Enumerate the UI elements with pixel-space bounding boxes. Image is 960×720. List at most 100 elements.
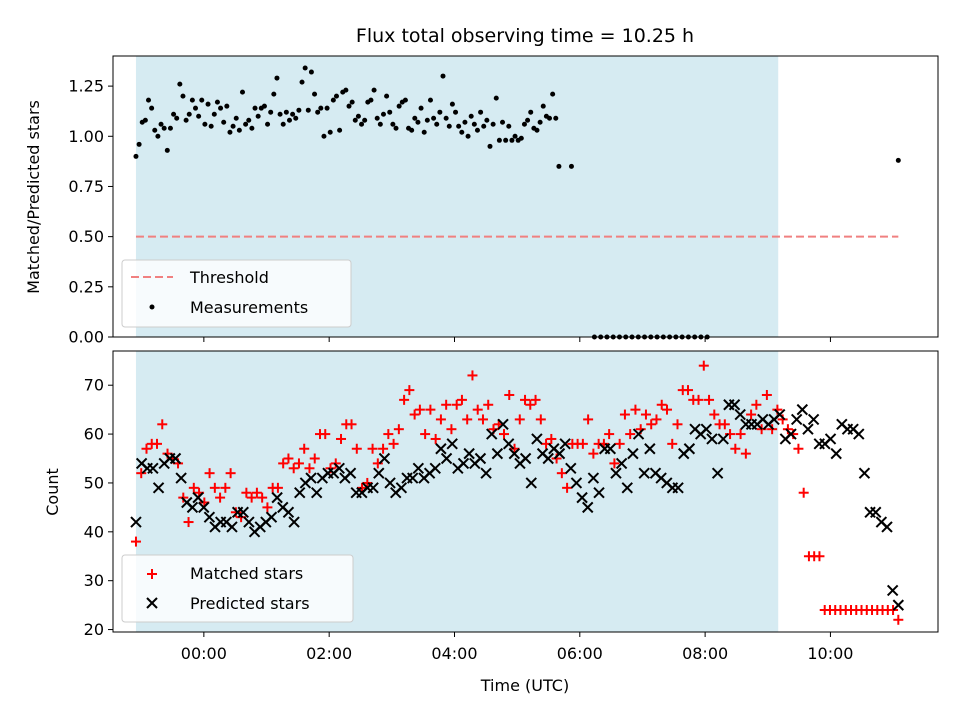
predicted-star-point bbox=[243, 516, 255, 528]
matched-star-point bbox=[209, 482, 220, 493]
matched-star-point bbox=[251, 487, 262, 498]
measurement-point bbox=[895, 157, 901, 163]
matched-star-point bbox=[798, 487, 809, 498]
predicted-star-point bbox=[734, 408, 746, 421]
predicted-star-point bbox=[192, 491, 204, 504]
predicted-star-point bbox=[265, 511, 278, 523]
measurement-point bbox=[337, 127, 343, 133]
matched-star-point bbox=[430, 433, 441, 444]
measurement-point bbox=[149, 105, 155, 111]
matched-star-point bbox=[451, 399, 462, 410]
y-tick-label: 60 bbox=[84, 425, 104, 444]
measurement-point bbox=[415, 119, 421, 125]
matched-star-point bbox=[525, 399, 536, 410]
measurement-point bbox=[506, 123, 512, 129]
matched-star-point bbox=[215, 492, 226, 503]
measurement-point bbox=[202, 121, 208, 127]
matched-star-point bbox=[183, 517, 194, 528]
measurement-point bbox=[218, 105, 224, 111]
predicted-star-point bbox=[706, 433, 718, 445]
predicted-star-point bbox=[700, 423, 713, 435]
legend-measurements-label: Measurements bbox=[190, 298, 308, 317]
measurement-point bbox=[534, 127, 540, 133]
measurement-point bbox=[418, 105, 424, 111]
predicted-star-point bbox=[203, 511, 216, 523]
matched-star-point bbox=[304, 463, 315, 474]
predicted-star-point bbox=[830, 447, 842, 460]
x-tick-label: 00:00 bbox=[181, 644, 227, 663]
matched-star-point bbox=[383, 429, 394, 440]
measurement-point bbox=[239, 89, 245, 95]
measurement-point bbox=[518, 135, 524, 141]
measurement-point bbox=[290, 111, 296, 117]
measurement-point bbox=[211, 111, 217, 117]
matched-star-point bbox=[346, 419, 357, 430]
matched-star-point bbox=[619, 409, 630, 420]
measurement-point bbox=[171, 111, 177, 117]
legend-predicted-swatch bbox=[146, 597, 158, 609]
legend-predicted-label: Predicted stars bbox=[190, 594, 310, 613]
matched-star-point bbox=[483, 399, 494, 410]
predicted-star-point bbox=[892, 599, 905, 611]
measurement-point bbox=[221, 119, 227, 125]
measurement-point bbox=[296, 107, 302, 113]
measurement-point bbox=[359, 121, 365, 127]
predicted-star-point bbox=[785, 428, 797, 440]
predicted-star-point bbox=[542, 452, 554, 465]
matched-star-point bbox=[583, 414, 594, 425]
predicted-star-point bbox=[531, 433, 543, 445]
measurement-point bbox=[283, 109, 289, 115]
matched-star-point bbox=[283, 453, 294, 464]
matched-star-point bbox=[656, 399, 667, 410]
measurement-point bbox=[227, 129, 233, 135]
matched-star-point bbox=[761, 389, 772, 400]
predicted-star-point bbox=[497, 418, 509, 431]
measurement-point bbox=[512, 133, 518, 139]
measurement-point bbox=[208, 123, 214, 129]
predicted-star-point bbox=[886, 584, 899, 597]
matched-star-point bbox=[499, 429, 510, 440]
measurement-point bbox=[230, 123, 236, 129]
measurement-point bbox=[509, 137, 515, 143]
measurement-point bbox=[409, 127, 415, 133]
predicted-star-point bbox=[491, 447, 504, 460]
y-tick-label: 0.25 bbox=[68, 277, 104, 296]
predicted-star-point bbox=[807, 413, 820, 426]
x-tick-label: 08:00 bbox=[682, 644, 728, 663]
matched-star-point bbox=[609, 458, 620, 469]
predicted-star-point bbox=[169, 452, 182, 465]
measurement-point bbox=[277, 111, 283, 117]
matched-star-point bbox=[693, 394, 704, 405]
measurement-point bbox=[553, 115, 559, 121]
measurement-point bbox=[305, 107, 311, 113]
predicted-star-point bbox=[435, 443, 447, 455]
predicted-star-point bbox=[486, 428, 498, 440]
matched-star-point bbox=[456, 394, 467, 405]
y-tick-label: 50 bbox=[84, 473, 104, 492]
measurement-point bbox=[443, 115, 449, 121]
predicted-star-point bbox=[271, 491, 283, 504]
matched-star-point bbox=[730, 443, 741, 454]
matched-star-point bbox=[719, 419, 730, 430]
measurement-point bbox=[500, 119, 506, 125]
predicted-star-point bbox=[627, 447, 639, 460]
measurement-point bbox=[396, 103, 402, 109]
predicted-star-point bbox=[373, 467, 385, 479]
matched-star-point bbox=[472, 404, 483, 415]
measurement-point bbox=[280, 121, 286, 127]
predicted-star-point bbox=[384, 477, 396, 489]
predicted-star-point bbox=[130, 516, 142, 528]
measurement-point bbox=[243, 121, 249, 127]
measurement-point bbox=[193, 105, 198, 111]
matched-star-point bbox=[246, 492, 257, 503]
x-tick-label: 06:00 bbox=[557, 644, 603, 663]
predicted-star-point bbox=[395, 482, 408, 494]
measurement-point bbox=[308, 69, 314, 75]
y-tick-label: 30 bbox=[84, 571, 104, 590]
predicted-star-point bbox=[186, 501, 199, 514]
predicted-star-point bbox=[621, 482, 633, 494]
predicted-star-point bbox=[147, 462, 159, 474]
measurement-point bbox=[453, 109, 459, 115]
measurement-point bbox=[318, 105, 324, 111]
measurement-point bbox=[252, 105, 258, 111]
